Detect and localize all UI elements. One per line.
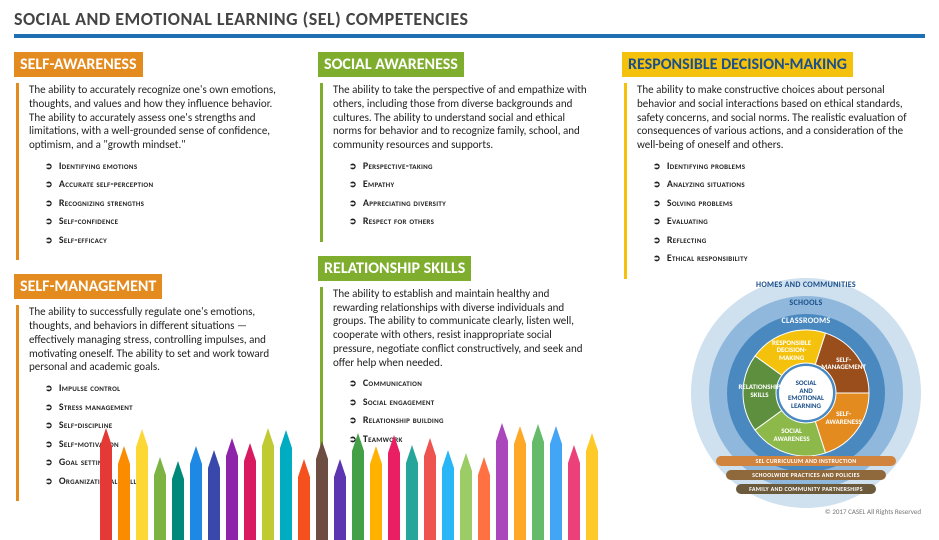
bullet-item: Reflecting [653, 234, 919, 247]
bullet-item: Perspective-taking [349, 160, 592, 173]
bullet-item: Solving problems [653, 197, 919, 210]
bullet-item: Self-discipline [45, 419, 288, 432]
bullet-item: Recognizing strengths [45, 197, 288, 210]
ring-band-label: FAMILY AND COMMUNITY PARTNERSHIPS [736, 484, 876, 494]
bullet-item: Ethical responsibility [653, 252, 919, 265]
bullet-item: Self-motivation [45, 438, 288, 451]
competency-social-awareness: SOCIAL AWARENESS The ability to take the… [318, 52, 598, 242]
wheel-center-label: SOCIAL AND EMOTIONAL LEARNING [778, 379, 834, 410]
competency-self-awareness: SELF-AWARENESS The ability to accurately… [14, 52, 294, 260]
bullet-item: Impulse control [45, 382, 288, 395]
wedge-label: SELF- AWARENESS [816, 410, 872, 425]
relationship-skills-bullets: Communication Social engagement Relationsh… [333, 369, 592, 445]
self-awareness-bullets: Identifying emotions Accurate self-percep… [29, 152, 288, 247]
bullet-item: Analyzing situations [653, 178, 919, 191]
self-management-desc: The ability to successfully regulate one… [16, 305, 294, 501]
responsible-decision-desc: The ability to make constructive choices… [624, 83, 925, 279]
bullet-item: Evaluating [653, 215, 919, 228]
self-management-bullets: Impulse control Stress management Self-dis… [29, 374, 288, 487]
bullet-item: Relationship building [349, 414, 592, 427]
copyright: © 2017 CASEL All Rights Reserved [825, 507, 921, 516]
self-awareness-desc: The ability to accurately recognize one'… [16, 83, 294, 260]
title-rule [14, 34, 925, 38]
competency-responsible-decision: RESPONSIBLE DECISION-MAKING The ability … [622, 52, 925, 279]
wedge-label: SOCIAL AWARENESS [764, 427, 820, 442]
relationship-skills-title: RELATIONSHIP SKILLS [318, 256, 471, 281]
responsible-decision-title: RESPONSIBLE DECISION-MAKING [622, 52, 853, 77]
sel-wheel: HOMES AND COMMUNITIES SCHOOLS CLASSROOMS SE… [691, 278, 921, 508]
wedge-label: SELF- MANAGEMENT [816, 356, 872, 371]
bullet-item: Empathy [349, 178, 592, 191]
page-title: SOCIAL AND EMOTIONAL LEARNING (SEL) COMP… [14, 8, 925, 30]
bullet-item: Identifying emotions [45, 160, 288, 173]
bullet-item: Self-confidence [45, 215, 288, 228]
ring-label: HOMES AND COMMUNITIES [736, 280, 876, 290]
responsible-decision-bullets: Identifying problems Analyzing situations… [637, 152, 919, 265]
wedge-label: RESPONSIBLE DECISION- MAKING [764, 339, 820, 362]
bullet-item: Goal setting [45, 456, 288, 469]
bullet-item: Teamwork [349, 433, 592, 446]
bullet-item: Self-efficacy [45, 234, 288, 247]
bullet-item: Stress management [45, 401, 288, 414]
bullet-item: Organizational skills [45, 475, 288, 488]
competency-self-management: SELF-MANAGEMENT The ability to successfu… [14, 274, 294, 501]
social-awareness-desc: The ability to take the perspective of a… [320, 83, 598, 242]
social-awareness-bullets: Perspective-taking Empathy Appreciating di… [333, 152, 592, 228]
bullet-item: Appreciating diversity [349, 197, 592, 210]
ring-band-label: SCHOOLWIDE PRACTICES AND POLICIES [726, 470, 886, 480]
ring-label: CLASSROOMS [736, 316, 876, 326]
competency-relationship-skills: RELATIONSHIP SKILLS The ability to estab… [318, 256, 598, 460]
bullet-item: Communication [349, 377, 592, 390]
relationship-skills-desc: The ability to establish and maintain he… [320, 287, 598, 460]
self-awareness-title: SELF-AWARENESS [14, 52, 143, 77]
bullet-item: Respect for others [349, 215, 592, 228]
bullet-item: Social engagement [349, 396, 592, 409]
self-management-title: SELF-MANAGEMENT [14, 274, 162, 299]
bullet-item: Accurate self-perception [45, 178, 288, 191]
social-awareness-title: SOCIAL AWARENESS [318, 52, 464, 77]
bullet-item: Identifying problems [653, 160, 919, 173]
ring-band-label: SEL CURRICULUM AND INSTRUCTION [716, 456, 896, 466]
ring-label: SCHOOLS [736, 298, 876, 308]
